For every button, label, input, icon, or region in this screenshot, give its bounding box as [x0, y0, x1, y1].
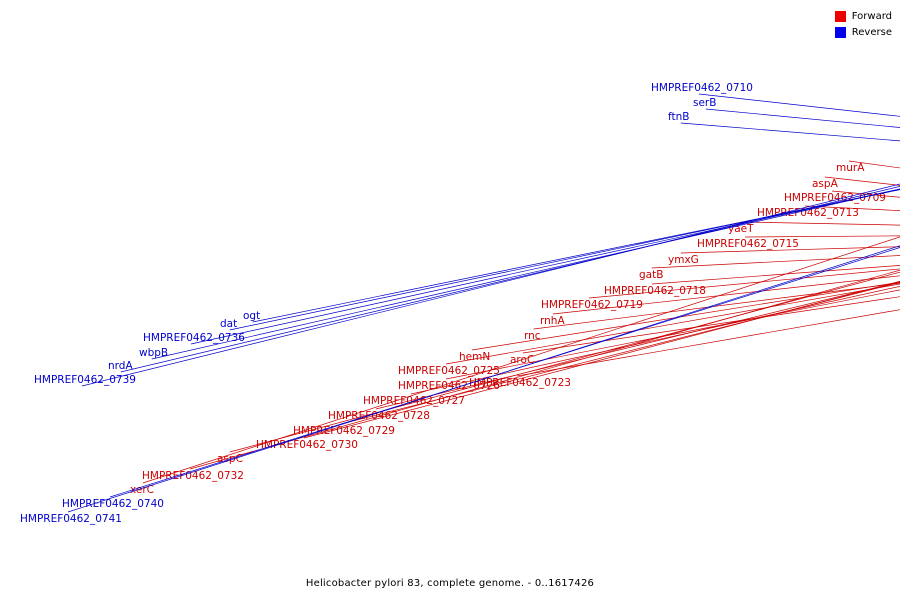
legend-reverse-label: Reverse [851, 26, 892, 38]
gene-label-nrdA: nrdA [108, 360, 133, 372]
gene-label-ftnB: ftnB [668, 111, 690, 123]
gene-label-dat: dat [220, 318, 237, 330]
gene-label-rnc: rnc [524, 330, 541, 342]
label-leader-line [340, 282, 900, 425]
gene-label-0715: HMPREF0462_0715 [697, 238, 799, 250]
gene-label-wbpB: wbpB [139, 347, 168, 359]
label-leader-line [445, 289, 900, 380]
legend-forward: Forward [834, 8, 892, 24]
label-leader-line [109, 247, 900, 498]
label-leader-line [252, 189, 900, 323]
gene-label-rnhA: rnhA [540, 315, 565, 327]
gene-label-0739: HMPREF0462_0739 [34, 374, 136, 386]
legend-reverse: Reverse [834, 24, 892, 40]
label-leader-line [522, 296, 900, 354]
forward-swatch [834, 10, 846, 22]
label-leader-line [67, 245, 900, 513]
reverse-swatch [834, 26, 846, 38]
gene-label-serB: serB [693, 97, 716, 109]
gene-label-0710: HMPREF0462_0710 [651, 82, 753, 94]
label-leader-line [120, 186, 900, 373]
gene-label-0736: HMPREF0462_0736 [143, 332, 245, 344]
label-leader-line [410, 285, 900, 395]
genome-caption: Helicobacter pylori 83, complete genome.… [305, 578, 595, 589]
label-leader-line [229, 271, 900, 453]
gene-label-0725: HMPREF0462_0725 [398, 365, 500, 377]
gene-label-aspA: aspA [812, 178, 839, 190]
gene-label-ogt: ogt [243, 310, 260, 322]
gene-label-0740: HMPREF0462_0740 [62, 498, 164, 510]
label-leader-line [533, 282, 900, 330]
gene-label-gatB: gatB [639, 269, 663, 281]
label-leader-line [588, 268, 900, 299]
gene-label-0719: HMPREF0462_0719 [541, 299, 643, 311]
legend-forward-label: Forward [851, 10, 892, 22]
label-leader-line [516, 309, 900, 377]
label-leader-line [151, 188, 900, 360]
gene-label-ymxG: ymxG [668, 254, 699, 266]
strand-legend: Forward Reverse [834, 8, 892, 40]
label-leader-line [651, 265, 900, 285]
label-leader-line [190, 188, 900, 345]
label-leader-line [303, 280, 900, 439]
gene-label-xerC: xerC [130, 484, 154, 496]
gene-label-0741: HMPREF0462_0741 [20, 513, 122, 525]
label-leader-line [81, 183, 900, 387]
label-leader-line [552, 275, 900, 315]
label-leader-line [471, 281, 900, 351]
label-leader-line [445, 283, 900, 365]
gene-label-0730: HMPREF0462_0730 [256, 439, 358, 451]
gene-label-0709: HMPREF0462_0709 [784, 192, 886, 204]
gene-label-murA: murA [836, 162, 865, 174]
label-leader-line [189, 269, 900, 470]
label-leader-line [824, 176, 900, 186]
label-leader-line [744, 235, 900, 238]
label-leader-line [142, 236, 900, 484]
